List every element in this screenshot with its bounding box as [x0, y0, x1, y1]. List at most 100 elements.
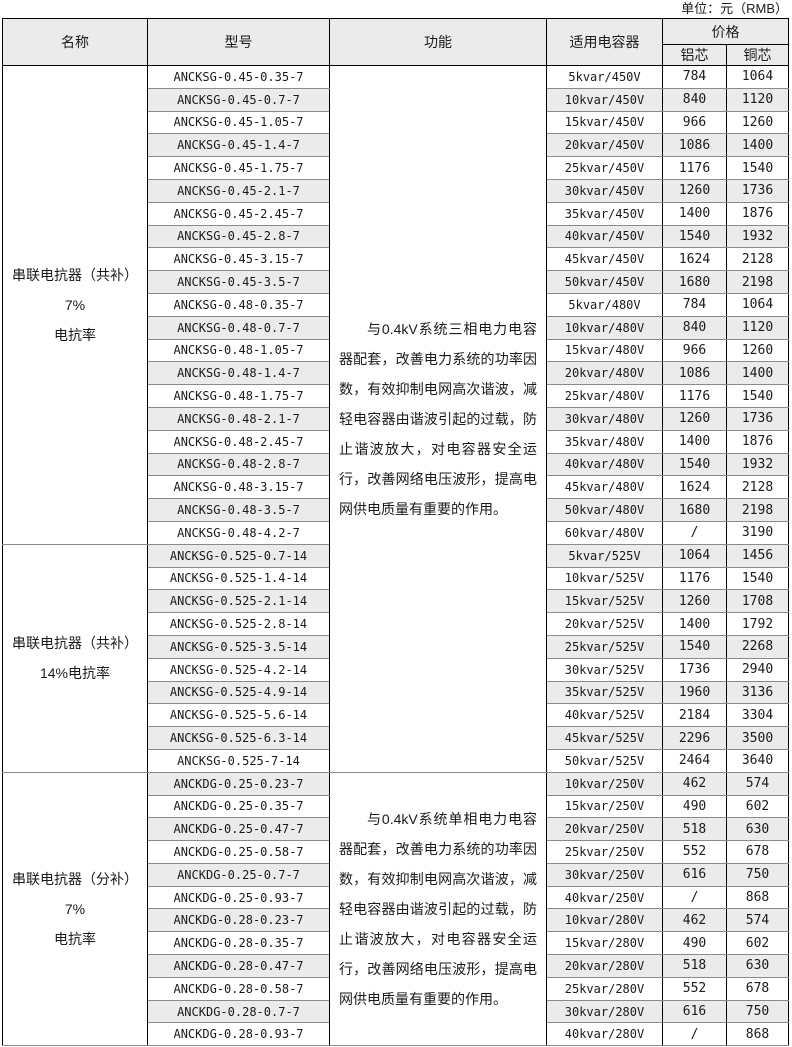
table-row: 串联电抗器（分补）7% 电抗率 ANCKDG-0.25-0.23-7 与0.4kV系统… — [2, 771, 789, 1047]
aluminum-price-cell: 1064 — [662, 543, 727, 568]
capacitor-cell: 50kvar/480V — [546, 498, 663, 522]
table-row: ANCKSG-0.525-1.4-14 10kvar/525V 1176 1540 — [3, 566, 789, 591]
model-cell: ANCKSG-0.525-4.9-14 — [147, 680, 330, 705]
model-cell: ANCKDG-0.25-0.23-7 — [147, 771, 330, 796]
aluminum-price-cell: 1260 — [662, 406, 727, 431]
aluminum-price-cell: 518 — [662, 954, 727, 978]
model-cell: ANCKSG-0.45-1.75-7 — [147, 156, 330, 180]
copper-price-cell: 2128 — [726, 247, 789, 272]
copper-price-cell: 602 — [726, 931, 789, 956]
capacitor-cell: 30kvar/250V — [546, 862, 663, 887]
copper-price-cell: 1260 — [726, 338, 789, 363]
aluminum-price-cell: 1540 — [662, 634, 727, 659]
copper-price-cell: 1792 — [726, 612, 789, 636]
table-row: ANCKDG-0.28-0.23-7 10kvar/280V 462 574 — [3, 908, 789, 933]
copper-price-cell: 574 — [726, 908, 789, 933]
col-header-copper-core: 铜芯 — [726, 44, 789, 66]
capacitor-cell: 15kvar/280V — [546, 931, 663, 956]
model-cell: ANCKSG-0.48-0.35-7 — [147, 292, 330, 317]
aluminum-price-cell: / — [662, 520, 727, 545]
aluminum-price-cell: 518 — [662, 817, 727, 842]
col-header-aluminum-core: 铝芯 — [662, 44, 727, 66]
table-row: ANCKDG-0.28-0.35-7 15kvar/280V 490 602 — [3, 931, 789, 956]
capacitor-cell: 30kvar/525V — [546, 657, 663, 682]
copper-price-cell: 2128 — [726, 475, 789, 500]
aluminum-price-cell: 1624 — [662, 475, 727, 500]
model-cell: ANCKSG-0.525-7-14 — [147, 748, 330, 773]
capacitor-cell: 30kvar/450V — [546, 178, 663, 203]
aluminum-price-cell: 552 — [662, 976, 727, 1001]
table-row: ANCKSG-0.48-1.4-7 20kvar/480V 1086 1400 — [3, 361, 789, 386]
model-cell: ANCKSG-0.45-1.05-7 — [147, 110, 330, 135]
table-row: ANCKSG-0.525-2.1-14 15kvar/525V 1260 1708 — [3, 589, 789, 614]
col-header-capacitor: 适用电容器 — [546, 18, 663, 66]
model-cell: ANCKSG-0.45-0.7-7 — [147, 87, 330, 112]
aluminum-price-cell: 784 — [662, 65, 727, 89]
aluminum-price-cell: 1736 — [662, 657, 727, 682]
table-row: ANCKSG-0.48-2.45-7 35kvar/480V 1400 1876 — [3, 429, 789, 454]
capacitor-cell: 50kvar/450V — [546, 270, 663, 294]
name-line: 串联电抗器（共补） — [12, 635, 138, 652]
copper-price-cell: 3500 — [726, 726, 789, 750]
copper-price-cell: 630 — [726, 954, 789, 978]
table-row: 串联电抗器（共补） 14%电抗率 ANCKSG-0.525-0.7-14 5kvar/… — [2, 543, 789, 773]
capacitor-cell: 45kvar/450V — [546, 247, 663, 272]
aluminum-price-cell: 1680 — [662, 270, 727, 294]
capacitor-cell: 50kvar/525V — [546, 748, 663, 773]
model-cell: ANCKSG-0.525-2.8-14 — [147, 612, 330, 636]
aluminum-price-cell: 1176 — [662, 384, 727, 408]
aluminum-price-cell: 1400 — [662, 612, 727, 636]
capacitor-cell: 45kvar/480V — [546, 475, 663, 500]
copper-price-cell: 1708 — [726, 589, 789, 614]
aluminum-price-cell: 784 — [662, 292, 727, 317]
copper-price-cell: 2198 — [726, 498, 789, 522]
model-cell: ANCKSG-0.45-0.35-7 — [147, 65, 330, 89]
table-row: ANCKDG-0.25-0.93-7 40kvar/250V/868 — [3, 885, 789, 910]
model-cell: ANCKDG-0.28-0.93-7 — [147, 1022, 330, 1047]
aluminum-price-cell: 1086 — [662, 361, 727, 386]
aluminum-price-cell: 1400 — [662, 201, 727, 226]
capacitor-cell: 20kvar/450V — [546, 133, 663, 158]
table-row: ANCKDG-0.25-0.7-7 30kvar/250V 616 750 — [3, 862, 789, 887]
aluminum-price-cell: 462 — [662, 908, 727, 933]
unit-label: 单位：元（RMB） — [681, 1, 788, 16]
copper-price-cell: 602 — [726, 794, 789, 819]
copper-price-cell: 750 — [726, 862, 789, 887]
aluminum-price-cell: / — [662, 1022, 727, 1047]
model-cell: ANCKSG-0.525-2.1-14 — [147, 589, 330, 614]
model-cell: ANCKSG-0.48-0.7-7 — [147, 315, 330, 340]
copper-price-cell: 3136 — [726, 680, 789, 705]
copper-price-cell: 3304 — [726, 703, 789, 728]
capacitor-cell: 35kvar/525V — [546, 680, 663, 705]
price-table: 名称 型号 功能 适用电容器 价格 铝芯 铜芯 串联电抗器（共补）7% 电抗率 AN… — [2, 18, 789, 1047]
model-cell: ANCKSG-0.525-5.6-14 — [147, 703, 330, 728]
aluminum-price-cell: 1540 — [662, 224, 727, 249]
table-row: ANCKSG-0.525-3.5-14 25kvar/525V 1540 2268 — [3, 634, 789, 659]
capacitor-cell: 15kvar/525V — [546, 589, 663, 614]
capacitor-cell: 40kvar/480V — [546, 452, 663, 477]
copper-price-cell: 678 — [726, 976, 789, 1001]
copper-price-cell: 2268 — [726, 634, 789, 659]
aluminum-price-cell: 1260 — [662, 178, 727, 203]
aluminum-price-cell: 490 — [662, 931, 727, 956]
copper-price-cell: 1120 — [726, 315, 789, 340]
aluminum-price-cell: 840 — [662, 315, 727, 340]
model-cell: ANCKSG-0.48-2.8-7 — [147, 452, 330, 477]
copper-price-cell: 1540 — [726, 384, 789, 408]
copper-price-cell: 678 — [726, 840, 789, 864]
model-cell: ANCKDG-0.28-0.58-7 — [147, 976, 330, 1001]
copper-price-cell: 1120 — [726, 87, 789, 112]
capacitor-cell: 5kvar/450V — [546, 65, 663, 89]
table-row: ANCKDG-0.28-0.93-7 40kvar/280V/868 — [3, 1022, 789, 1047]
aluminum-price-cell: 1260 — [662, 589, 727, 614]
copper-price-cell: 1736 — [726, 178, 789, 203]
aluminum-price-cell: 966 — [662, 110, 727, 135]
model-cell: ANCKSG-0.45-3.15-7 — [147, 247, 330, 272]
name-cell: 串联电抗器（共补）7% 电抗率 — [2, 65, 148, 545]
capacitor-cell: 10kvar/450V — [546, 87, 663, 112]
table-row: ANCKDG-0.28-0.47-7 20kvar/280V 518 630 — [3, 954, 789, 978]
copper-price-cell: 1736 — [726, 406, 789, 431]
aluminum-price-cell: 1086 — [662, 133, 727, 158]
table-row: ANCKSG-0.45-1.4-7 20kvar/450V 1086 1400 — [3, 133, 789, 158]
capacitor-cell: 15kvar/450V — [546, 110, 663, 135]
